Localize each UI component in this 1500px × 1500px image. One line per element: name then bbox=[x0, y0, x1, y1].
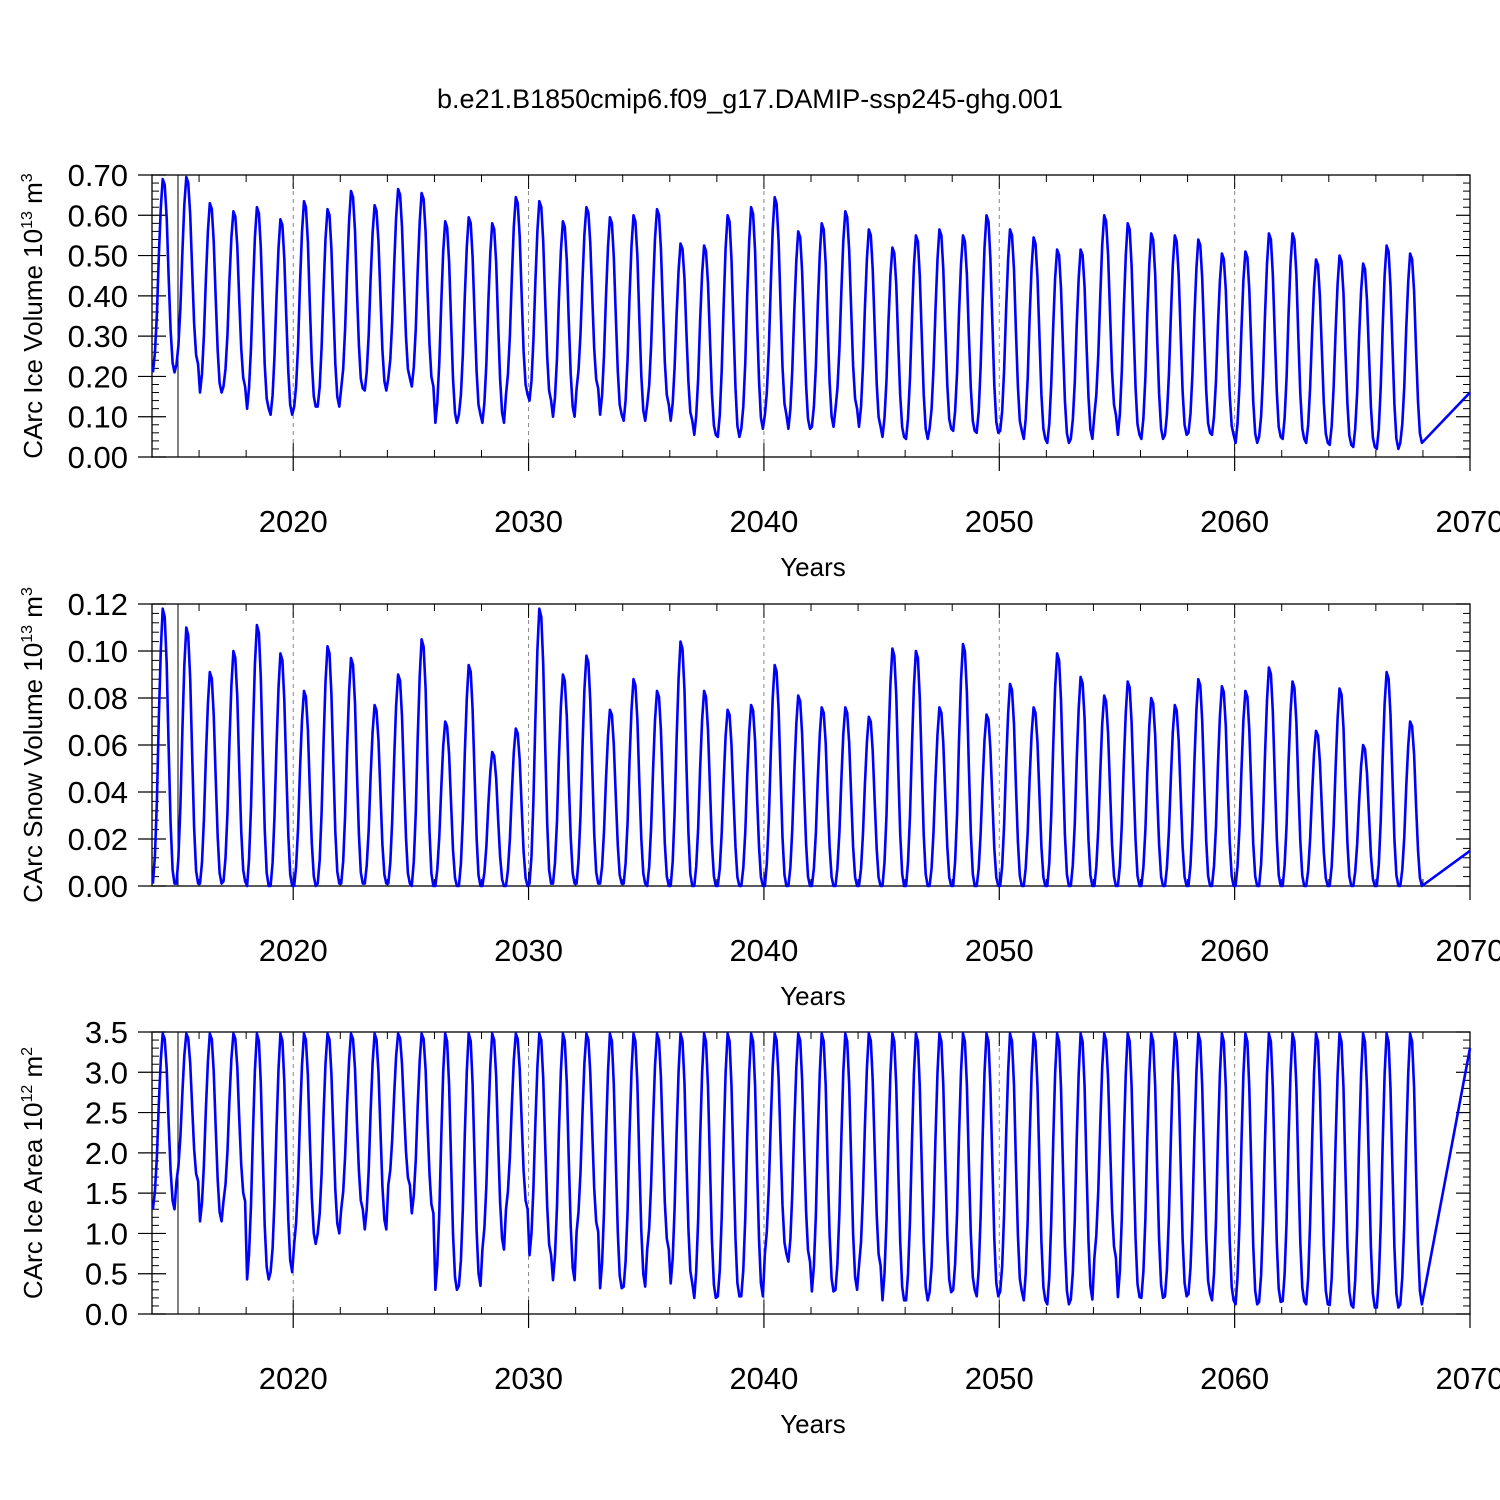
x-tick-label: 2050 bbox=[965, 933, 1034, 968]
y-tick-label: 0.02 bbox=[68, 822, 128, 857]
y-tick-label: 0.0 bbox=[85, 1297, 128, 1332]
y-tick-label: 0.06 bbox=[68, 728, 128, 763]
y-tick-label: 0.08 bbox=[68, 681, 128, 716]
x-tick-label: 2030 bbox=[494, 504, 563, 539]
ice-volume-xlabel: Years bbox=[780, 552, 846, 582]
x-tick-label: 2040 bbox=[729, 933, 798, 968]
x-tick-label: 2060 bbox=[1200, 1361, 1269, 1396]
x-tick-label: 2040 bbox=[729, 504, 798, 539]
y-tick-label: 0.5 bbox=[85, 1257, 128, 1292]
y-tick-label: 1.5 bbox=[85, 1176, 128, 1211]
snow-volume-series-line bbox=[153, 609, 1470, 886]
y-tick-label: 0.10 bbox=[68, 634, 128, 669]
y-tick-label: 0.10 bbox=[68, 400, 128, 435]
y-tick-label: 0.00 bbox=[68, 440, 128, 475]
y-tick-label: 0.30 bbox=[68, 319, 128, 354]
x-tick-label: 2030 bbox=[494, 1361, 563, 1396]
x-tick-label: 2070 bbox=[1436, 1361, 1500, 1396]
y-tick-label: 0.40 bbox=[68, 279, 128, 314]
x-tick-label: 2060 bbox=[1200, 504, 1269, 539]
y-tick-label: 3.0 bbox=[85, 1055, 128, 1090]
ice-area-chart: 2020 2030 2040 2050 2060 2070 Years 0.0 0.5 1.0 1.… bbox=[18, 1015, 1500, 1439]
y-tick-label: 3.5 bbox=[85, 1015, 128, 1050]
y-tick-label: 2.5 bbox=[85, 1096, 128, 1131]
x-tick-label: 2030 bbox=[494, 933, 563, 968]
y-tick-label: 1.0 bbox=[85, 1216, 128, 1251]
y-tick-label: 0.20 bbox=[68, 359, 128, 394]
x-tick-label: 2020 bbox=[259, 933, 328, 968]
y-tick-label: 2.0 bbox=[85, 1136, 128, 1171]
ice-area-series-line bbox=[153, 1034, 1470, 1308]
ice-area-xlabel: Years bbox=[780, 1409, 846, 1439]
snow-volume-xlabel: Years bbox=[780, 981, 846, 1011]
x-tick-label: 2040 bbox=[729, 1361, 798, 1396]
x-tick-label: 2060 bbox=[1200, 933, 1269, 968]
x-tick-label: 2050 bbox=[965, 504, 1034, 539]
x-tick-label: 2070 bbox=[1436, 933, 1500, 968]
ice-volume-series-line bbox=[153, 177, 1470, 449]
y-tick-label: 0.70 bbox=[68, 158, 128, 193]
ice-volume-ylabel: CArc Ice Volume 1013 m3 bbox=[18, 173, 48, 458]
y-tick-label: 0.50 bbox=[68, 239, 128, 274]
snow-volume-chart: 2020 2030 2040 2050 2060 2070 Years 0.00 0.02 0.0… bbox=[18, 587, 1500, 1011]
ice-volume-chart: 2020 2030 2040 2050 2060 2070 Years 0.00 0.10 0.2… bbox=[18, 158, 1500, 582]
x-tick-label: 2020 bbox=[259, 504, 328, 539]
y-tick-label: 0.04 bbox=[68, 775, 128, 810]
x-tick-label: 2050 bbox=[965, 1361, 1034, 1396]
y-tick-label: 0.60 bbox=[68, 198, 128, 233]
ice-area-ylabel: CArc Ice Area 1012 m2 bbox=[18, 1047, 48, 1299]
x-tick-label: 2070 bbox=[1436, 504, 1500, 539]
snow-volume-ylabel: CArc Snow Volume 1013 m3 bbox=[18, 587, 48, 903]
y-tick-label: 0.12 bbox=[68, 587, 128, 622]
x-tick-label: 2020 bbox=[259, 1361, 328, 1396]
y-tick-label: 0.00 bbox=[68, 869, 128, 904]
snow-volume-frame bbox=[152, 604, 1470, 886]
charts-canvas: 2020 2030 2040 2050 2060 2070 Years 0.00 0.10 0.2… bbox=[0, 0, 1500, 1500]
